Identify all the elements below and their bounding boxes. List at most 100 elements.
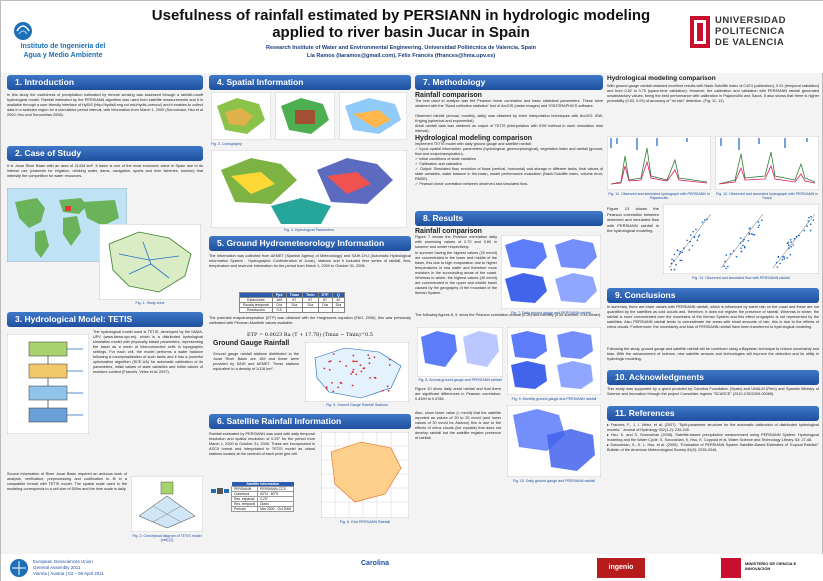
station-dot — [373, 356, 376, 359]
scatter-point — [679, 259, 681, 262]
station-dot — [351, 384, 354, 387]
ground-table: Ppd Tmax Tmin ETP Q Estaciones 169 57 57 57 40 Esc… — [239, 292, 346, 313]
hydro-modeling-heading: Hydrological modeling comparison — [415, 135, 533, 142]
fig9-maps — [507, 327, 601, 395]
satellite-table: Satellite Information PERSIANN PERSIANN-C… — [230, 482, 295, 512]
scatter-point — [777, 256, 780, 258]
cartography-map-3 — [339, 92, 407, 140]
ministry-text: MINISTERIO DE CIENCIA E INNOVACIÓN — [745, 561, 797, 571]
station-dot — [369, 377, 371, 379]
results-heading: 8. Results — [415, 211, 603, 226]
upv-line3: DE VALENCIA — [715, 37, 785, 48]
method-text-2: Implement TETIS model with daily ground … — [415, 142, 532, 146]
station-dot — [373, 376, 376, 379]
institution: Research Institute of Water and Environm… — [266, 45, 536, 51]
scatter-point — [752, 233, 754, 236]
poster-title: Usefulness of rainfall estimated by PERS… — [151, 7, 651, 41]
spatial-figures: Fig. 3. Cartography Fig. 4. Hydrological… — [209, 92, 411, 234]
table-cell: Periodo — [230, 506, 259, 512]
scatter-point — [692, 231, 694, 233]
ground-text: The information was collected from AEMET… — [209, 254, 411, 268]
list-item: ✓ Input: spatial information, parameters… — [415, 147, 603, 156]
station-dot — [354, 360, 356, 363]
scatter-point — [809, 229, 812, 232]
title-line2: applied to river basin Jucar in Spain — [272, 24, 530, 41]
scatter-point — [788, 244, 790, 246]
scatter-point — [788, 247, 790, 249]
ground-text-2: The potential evapotranspiration (ETP) w… — [209, 316, 411, 325]
table-cell: - — [317, 307, 333, 313]
conclusions-text-1: In summary, there are lower values with … — [607, 305, 819, 329]
table-cell: Mar 2000 - Oct 2006 — [257, 506, 295, 512]
station-dot — [386, 385, 389, 388]
station-dot — [368, 362, 371, 365]
poster-header: Instituto de Ingeniería del Agua y Medio… — [1, 1, 823, 73]
scatter-point — [740, 250, 743, 253]
fig1-caption: Fig. 1. Study zone — [135, 301, 165, 305]
hydro-text-2: Figure 13 shows the Pearson correlation … — [607, 206, 659, 233]
station-dot — [367, 354, 370, 356]
station-dot — [388, 364, 391, 366]
station-dot — [323, 367, 326, 370]
scatter-point — [693, 236, 696, 239]
conclusions-text-2: Following the study, ground gauge and sa… — [607, 347, 819, 361]
upv-name: UNIVERSIDAD POLITECNICA DE VALENCIA — [715, 15, 786, 48]
scatter-point — [686, 239, 688, 242]
station-dot — [331, 382, 333, 384]
results-rainfall-heading: Rainfall comparison — [415, 228, 482, 235]
gauge-rainfall-heading: Ground Gauge Rainfall — [213, 340, 290, 347]
column-3: 7. Methodology Rainfall comparison The t… — [415, 75, 603, 540]
case-heading: 2. Case of Study — [7, 146, 203, 161]
scatter-point — [735, 255, 738, 258]
scatter-point — [672, 259, 675, 262]
table-row: PERSIANN PERSIANN-CCS — [230, 486, 295, 492]
station-dot — [388, 358, 391, 361]
fig10-caption: Fig. 10. Daily ground gauge and PERSIANN… — [512, 479, 596, 483]
fig4-caption: Fig. 4. Hydrological Parameters — [283, 228, 335, 232]
model-text-1: The hydrological model used is TETIS, de… — [93, 330, 203, 374]
column-1: 1. Introduction In this study the useful… — [7, 75, 203, 550]
upv-line1: UNIVERSIDAD — [715, 15, 786, 26]
scatter-point — [782, 256, 784, 258]
scatter-point — [783, 257, 786, 260]
scatter-point — [740, 247, 742, 249]
egu-line3: Vienna | Austria | 03 – 08 April 2011 — [33, 571, 104, 576]
fig3-caption: Fig. 3. Cartography — [211, 142, 242, 146]
upv-line2: POLITECNICA — [715, 26, 785, 37]
ground-heading: 5. Ground Hydrometeorology Information — [209, 236, 411, 251]
station-dot — [339, 381, 342, 384]
scatter-point — [739, 237, 742, 239]
scatter-point — [742, 244, 744, 247]
world-map-figure — [7, 188, 127, 262]
scatter-point — [757, 226, 760, 228]
egu-line1: European Geosciences Union — [33, 559, 93, 564]
scatter-point — [742, 240, 744, 242]
fig8-caption: Fig. 8. Annual ground gauge and PERSIANN… — [418, 378, 502, 382]
scatter-point — [761, 219, 763, 221]
list-item: ✓ Initial conditions of state variables — [415, 157, 477, 161]
case-text: It is Jucar River Basin with an area of … — [7, 164, 203, 178]
scatter-point — [810, 223, 812, 225]
reference-item: ▸ Francés, F., J. I. Vélez, et al. (2007… — [607, 423, 819, 432]
scatter-point — [725, 254, 728, 256]
scatter-point — [792, 244, 794, 246]
column-4: Hydrological modeling comparison With gr… — [607, 75, 819, 467]
fig13-caption: Fig. 13. Observed and simulated flow wit… — [692, 276, 790, 280]
table-cell: Res. espacial — [230, 496, 259, 502]
scatter-point — [701, 221, 704, 223]
station-dot — [345, 365, 348, 367]
station-dot — [351, 370, 354, 373]
scatter-point — [697, 236, 700, 238]
scatter-point — [680, 259, 683, 262]
iiama-line2: Agua y Medio Ambiente — [23, 52, 103, 59]
satellite-table-body: PERSIANN PERSIANN-CCS Cobertura 60°N - 60°S… — [230, 486, 295, 512]
station-dot — [363, 367, 366, 369]
water-drop-icon — [14, 22, 32, 40]
satellite-block: Rainfall estimated by PERSIANN was used … — [209, 432, 411, 528]
scatter-point — [779, 262, 781, 265]
method-bullet-2: Areal rainfall data was obtained as outp… — [415, 124, 603, 133]
fig7-maps — [501, 235, 601, 309]
gauge-rainfall-block: Ground Gauge Rainfall Ground gauge rainf… — [209, 340, 411, 412]
results-text-4: Figure 10 show daily areal rainfall and … — [415, 387, 501, 401]
station-dot — [332, 390, 335, 393]
